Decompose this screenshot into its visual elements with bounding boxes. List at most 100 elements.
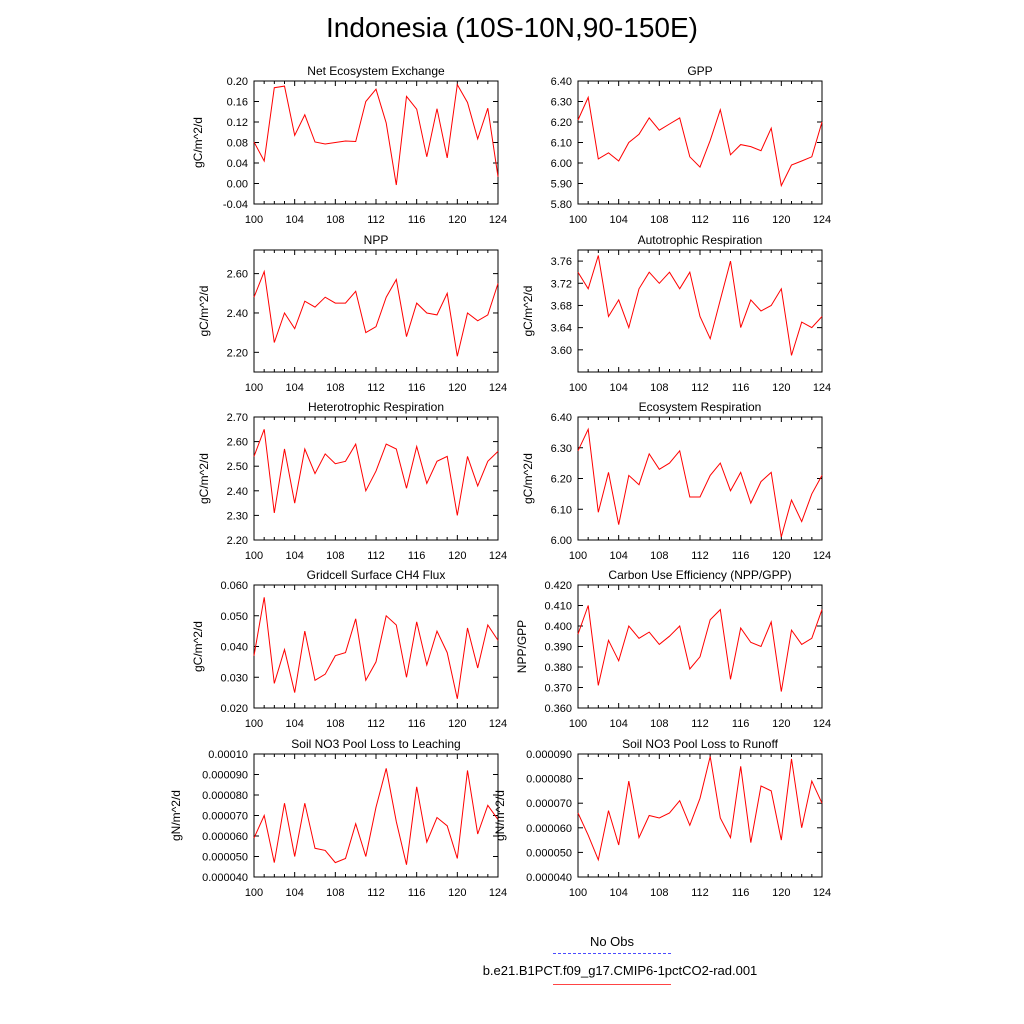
x-tick-label: 108	[650, 887, 668, 899]
chart-panel-7: Gridcell Surface CH4 Flux 100 104 108 112 116…	[191, 568, 507, 730]
plot-frame	[253, 80, 499, 205]
series-line	[577, 605, 823, 692]
chart-panel-9: Soil NO3 Pool Loss to Leaching 100 104 108 1…	[169, 737, 507, 899]
x-tick-label: 108	[650, 214, 668, 226]
y-tick-label: 0.420	[544, 580, 572, 592]
plot-frame	[253, 584, 499, 709]
y-tick-label: 0.360	[544, 703, 572, 715]
y-tick-label: 6.00	[551, 158, 572, 170]
x-tick-label: 124	[489, 718, 507, 730]
x-tick-label: 124	[489, 550, 507, 562]
x-tick-label: 120	[772, 382, 790, 394]
x-tick-label: 112	[691, 887, 709, 899]
y-axis-label: gC/m^2/d	[197, 286, 211, 337]
y-tick-label: 0.08	[227, 138, 248, 150]
series-line	[253, 83, 499, 186]
x-tick-label: 108	[650, 382, 668, 394]
x-tick-label: 108	[326, 550, 344, 562]
y-tick-label: 0.000060	[202, 831, 248, 843]
chart-title: GPP	[687, 64, 712, 78]
x-tick-label: 120	[448, 382, 466, 394]
x-tick-label: 112	[691, 382, 709, 394]
chart-title: NPP	[364, 233, 389, 247]
x-tick-label: 100	[569, 214, 587, 226]
x-tick-label: 124	[813, 718, 831, 730]
y-tick-label: 2.60	[227, 437, 248, 449]
x-tick-label: 112	[691, 718, 709, 730]
x-tick-label: 112	[691, 550, 709, 562]
y-axis-label: gC/m^2/d	[521, 453, 535, 504]
x-tick-label: 104	[285, 214, 303, 226]
x-tick-label: 100	[245, 718, 263, 730]
x-tick-label: 104	[285, 887, 303, 899]
x-tick-label: 108	[326, 214, 344, 226]
y-tick-label: 2.60	[227, 269, 248, 281]
x-tick-label: 120	[772, 550, 790, 562]
x-tick-label: 124	[813, 550, 831, 562]
series-line	[577, 756, 823, 862]
x-tick-label: 108	[326, 382, 344, 394]
x-tick-label: 100	[569, 550, 587, 562]
y-tick-label: 0.050	[220, 611, 248, 623]
y-tick-label: 0.030	[220, 672, 248, 684]
x-tick-label: 104	[285, 382, 303, 394]
y-tick-label: 6.30	[551, 97, 572, 109]
x-tick-label: 124	[813, 887, 831, 899]
plot-frame	[253, 753, 499, 878]
y-tick-label: 0.000070	[202, 811, 248, 823]
plot-frame	[577, 753, 823, 878]
x-tick-label: 116	[408, 550, 426, 562]
series-line	[253, 597, 499, 699]
y-tick-label: 0.000070	[526, 798, 572, 810]
x-tick-label: 100	[569, 718, 587, 730]
y-tick-label: 6.40	[551, 412, 572, 424]
y-tick-label: 0.000040	[202, 872, 248, 884]
chart-title: Soil NO3 Pool Loss to Leaching	[291, 737, 460, 751]
y-tick-label: 0.000080	[526, 774, 572, 786]
y-tick-label: 2.70	[227, 412, 248, 424]
y-tick-label: 3.68	[551, 300, 572, 312]
chart-title: Heterotrophic Respiration	[308, 400, 444, 414]
x-tick-label: 120	[772, 718, 790, 730]
x-tick-label: 108	[650, 718, 668, 730]
y-axis-label: gC/m^2/d	[197, 453, 211, 504]
y-tick-label: 6.40	[551, 76, 572, 88]
y-tick-label: 0.000090	[526, 749, 572, 761]
y-tick-label: 0.00010	[208, 749, 248, 761]
chart-panel-8: Carbon Use Efficiency (NPP/GPP) 100 104 108…	[515, 568, 831, 730]
chart-panel-5: Heterotrophic Respiration 100 104 108 112 116…	[197, 400, 507, 562]
y-tick-label: 2.40	[227, 486, 248, 498]
x-tick-label: 100	[245, 214, 263, 226]
x-tick-label: 100	[245, 382, 263, 394]
y-tick-label: 2.50	[227, 461, 248, 473]
chart-title: Ecosystem Respiration	[639, 400, 762, 414]
x-tick-label: 116	[408, 887, 426, 899]
chart-panel-1: Net Ecosystem Exchange 100 104 108 112 116 120…	[191, 64, 507, 226]
chart-panel-4: Autotrophic Respiration 100 104 108 112 116 12…	[521, 233, 831, 394]
y-tick-label: 2.20	[227, 347, 248, 359]
page-title: Indonesia (10S-10N,90-150E)	[325, 12, 698, 43]
y-tick-label: 5.90	[551, 179, 572, 191]
plot-frame	[577, 249, 823, 373]
y-tick-label: 0.020	[220, 703, 248, 715]
y-tick-label: 6.20	[551, 474, 572, 486]
y-tick-label: 6.20	[551, 117, 572, 129]
y-axis-label: gN/m^2/d	[169, 790, 183, 841]
y-tick-label: 3.72	[551, 278, 572, 290]
x-tick-label: 108	[650, 550, 668, 562]
x-tick-label: 116	[732, 887, 750, 899]
x-tick-label: 112	[691, 214, 709, 226]
legend-model-label: b.e21.B1PCT.f09_g17.CMIP6-1pctCO2-rad.00…	[482, 963, 758, 978]
x-tick-label: 116	[408, 382, 426, 394]
y-tick-label: 6.00	[551, 535, 572, 547]
y-tick-label: 6.30	[551, 443, 572, 455]
x-tick-label: 104	[609, 382, 627, 394]
y-tick-label: 6.10	[551, 504, 572, 516]
x-tick-label: 112	[367, 887, 385, 899]
x-tick-label: 108	[326, 718, 344, 730]
y-tick-label: 2.20	[227, 535, 248, 547]
y-tick-label: 0.060	[220, 580, 248, 592]
y-tick-label: 2.40	[227, 308, 248, 320]
y-tick-label: 0.370	[544, 683, 572, 695]
